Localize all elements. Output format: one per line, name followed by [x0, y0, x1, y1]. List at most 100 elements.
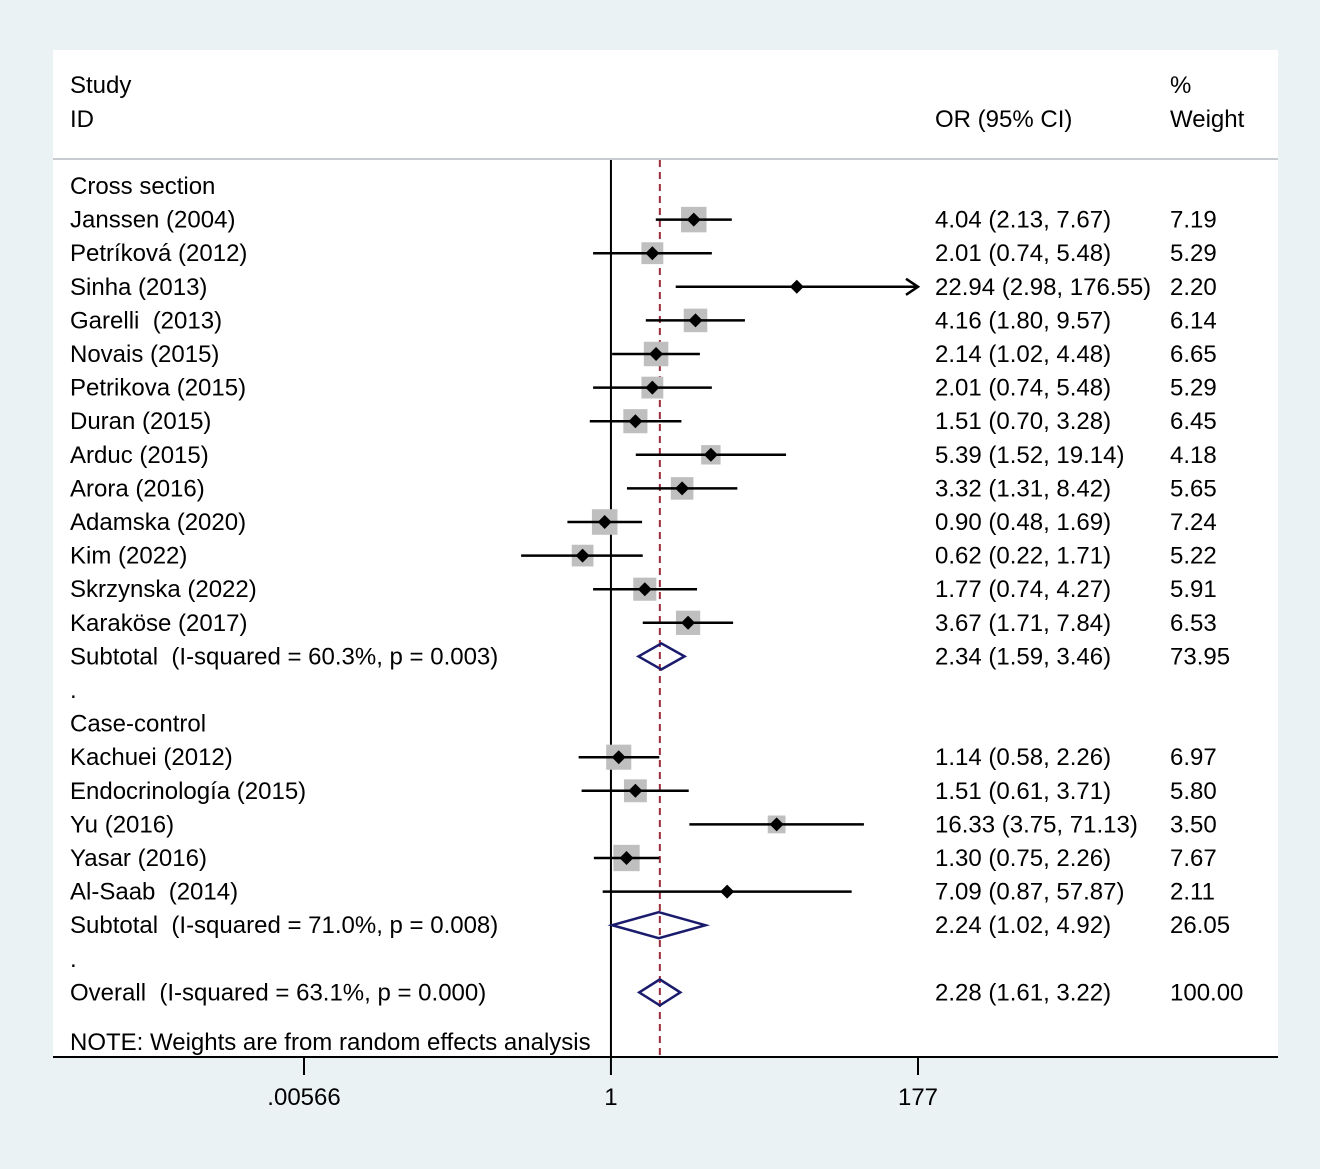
study-label: Endocrinología (2015) — [70, 778, 306, 805]
study-weight-text: 3.50 — [1170, 811, 1217, 838]
subtotal-or-ci-text: 2.34 (1.59, 3.46) — [935, 643, 1111, 670]
header-weight: Weight — [1170, 106, 1245, 133]
study-or-ci-text: 7.09 (0.87, 57.87) — [935, 879, 1124, 906]
study-label: Petríková (2012) — [70, 240, 247, 267]
study-label: Kim (2022) — [70, 543, 187, 570]
overall-weight-text: 100.00 — [1170, 979, 1243, 1006]
study-weight-text: 5.80 — [1170, 778, 1217, 805]
study-label: Janssen (2004) — [70, 207, 235, 234]
study-weight-text: 5.22 — [1170, 543, 1217, 570]
study-label: Garelli (2013) — [70, 307, 222, 334]
study-or-ci-text: 4.04 (2.13, 7.67) — [935, 207, 1111, 234]
subtotal-label: Subtotal (I-squared = 71.0%, p = 0.008) — [70, 912, 498, 939]
study-or-ci-text: 1.51 (0.70, 3.28) — [935, 408, 1111, 435]
study-weight-text: 6.65 — [1170, 341, 1217, 368]
x-axis-tick-label: 1 — [604, 1084, 617, 1111]
study-or-ci-text: 1.51 (0.61, 3.71) — [935, 778, 1111, 805]
study-or-ci-text: 2.01 (0.74, 5.48) — [935, 240, 1111, 267]
study-or-ci-text: 1.30 (0.75, 2.26) — [935, 845, 1111, 872]
subtotal-or-ci-text: 2.24 (1.02, 4.92) — [935, 912, 1111, 939]
study-point-estimate-marker — [686, 212, 701, 227]
header-id: ID — [70, 106, 94, 133]
study-or-ci-text: 0.90 (0.48, 1.69) — [935, 509, 1111, 536]
study-weight-text: 5.29 — [1170, 240, 1217, 267]
subtotal-diamond — [607, 910, 711, 940]
x-axis-tick-label: .00566 — [267, 1084, 340, 1111]
study-point-estimate-marker — [637, 582, 652, 597]
study-point-estimate-marker — [575, 548, 590, 563]
study-point-estimate-marker — [628, 414, 643, 429]
study-label: Skrzynska (2022) — [70, 576, 257, 603]
study-weight-text: 5.65 — [1170, 475, 1217, 502]
study-or-ci-text: 16.33 (3.75, 71.13) — [935, 811, 1138, 838]
study-label: Karaköse (2017) — [70, 610, 247, 637]
study-weight-text: 7.67 — [1170, 845, 1217, 872]
group-label: Cross section — [70, 173, 215, 200]
study-point-estimate-marker — [789, 279, 804, 294]
plot-panel — [53, 50, 1278, 1057]
study-label: Sinha (2013) — [70, 274, 207, 301]
x-axis-ticks: .00566 1 177 — [267, 1057, 938, 1111]
overall-diamond — [636, 977, 683, 1007]
study-or-ci-text: 1.77 (0.74, 4.27) — [935, 576, 1111, 603]
weights-note: NOTE: Weights are from random effects an… — [70, 1029, 591, 1056]
study-point-estimate-marker — [720, 884, 735, 899]
group-separator: . — [70, 946, 77, 973]
study-point-estimate-marker — [675, 481, 690, 496]
study-point-estimate-marker — [681, 615, 696, 630]
study-or-ci-text: 5.39 (1.52, 19.14) — [935, 442, 1124, 469]
study-label: Yu (2016) — [70, 811, 174, 838]
estimate-marks — [521, 212, 921, 1007]
study-or-ci-text: 0.62 (0.22, 1.71) — [935, 543, 1111, 570]
overall-or-ci-text: 2.28 (1.61, 3.22) — [935, 979, 1111, 1006]
study-point-estimate-marker — [769, 817, 784, 832]
study-weight-text: 5.29 — [1170, 375, 1217, 402]
overall-label: Overall (I-squared = 63.1%, p = 0.000) — [70, 979, 486, 1006]
ci-truncation-arrow — [905, 277, 921, 296]
study-or-ci-text: 2.01 (0.74, 5.48) — [935, 375, 1111, 402]
subtotal-weight-text: 73.95 — [1170, 643, 1230, 670]
study-or-ci-text: 2.14 (1.02, 4.48) — [935, 341, 1111, 368]
table-rows: Cross section Janssen (2004) 4.04 (2.13, 7… — [70, 173, 1243, 1006]
study-weight-text: 5.91 — [1170, 576, 1217, 603]
study-or-ci-text: 4.16 (1.80, 9.57) — [935, 307, 1111, 334]
study-point-estimate-marker — [645, 380, 660, 395]
study-weight-text: 4.18 — [1170, 442, 1217, 469]
study-label: Novais (2015) — [70, 341, 219, 368]
subtotal-weight-text: 26.05 — [1170, 912, 1230, 939]
study-or-ci-text: 3.67 (1.71, 7.84) — [935, 610, 1111, 637]
subtotal-label: Subtotal (I-squared = 60.3%, p = 0.003) — [70, 643, 498, 670]
study-point-estimate-marker — [611, 750, 626, 765]
header-percent: % — [1170, 72, 1191, 99]
x-axis-tick-label: 177 — [898, 1084, 938, 1111]
study-label: Yasar (2016) — [70, 845, 207, 872]
study-label: Petrikova (2015) — [70, 375, 246, 402]
study-label: Al-Saab (2014) — [70, 879, 238, 906]
header-study: Study — [70, 72, 131, 99]
header-or-ci: OR (95% CI) — [935, 106, 1072, 133]
study-weight-text: 6.53 — [1170, 610, 1217, 637]
study-label: Arora (2016) — [70, 475, 205, 502]
study-point-estimate-marker — [619, 851, 634, 865]
study-point-estimate-marker — [597, 515, 612, 529]
study-weight-text: 6.14 — [1170, 307, 1217, 334]
study-weight-text: 7.24 — [1170, 509, 1217, 536]
study-label: Arduc (2015) — [70, 442, 209, 469]
study-point-estimate-marker — [628, 783, 643, 798]
study-weight-text: 7.19 — [1170, 207, 1217, 234]
study-label: Kachuei (2012) — [70, 744, 233, 771]
study-point-estimate-marker — [688, 313, 703, 328]
study-weight-text: 2.11 — [1170, 879, 1215, 906]
study-point-estimate-marker — [649, 347, 664, 361]
study-or-ci-text: 1.14 (0.58, 2.26) — [935, 744, 1111, 771]
study-point-estimate-marker — [703, 447, 718, 462]
study-weight-text: 6.97 — [1170, 744, 1217, 771]
study-weight-text: 6.45 — [1170, 408, 1217, 435]
group-label: Case-control — [70, 711, 206, 738]
study-or-ci-text: 3.32 (1.31, 8.42) — [935, 475, 1111, 502]
study-weight-text: 2.20 — [1170, 274, 1217, 301]
subtotal-diamond — [635, 641, 688, 671]
study-label: Adamska (2020) — [70, 509, 246, 536]
study-label: Duran (2015) — [70, 408, 211, 435]
